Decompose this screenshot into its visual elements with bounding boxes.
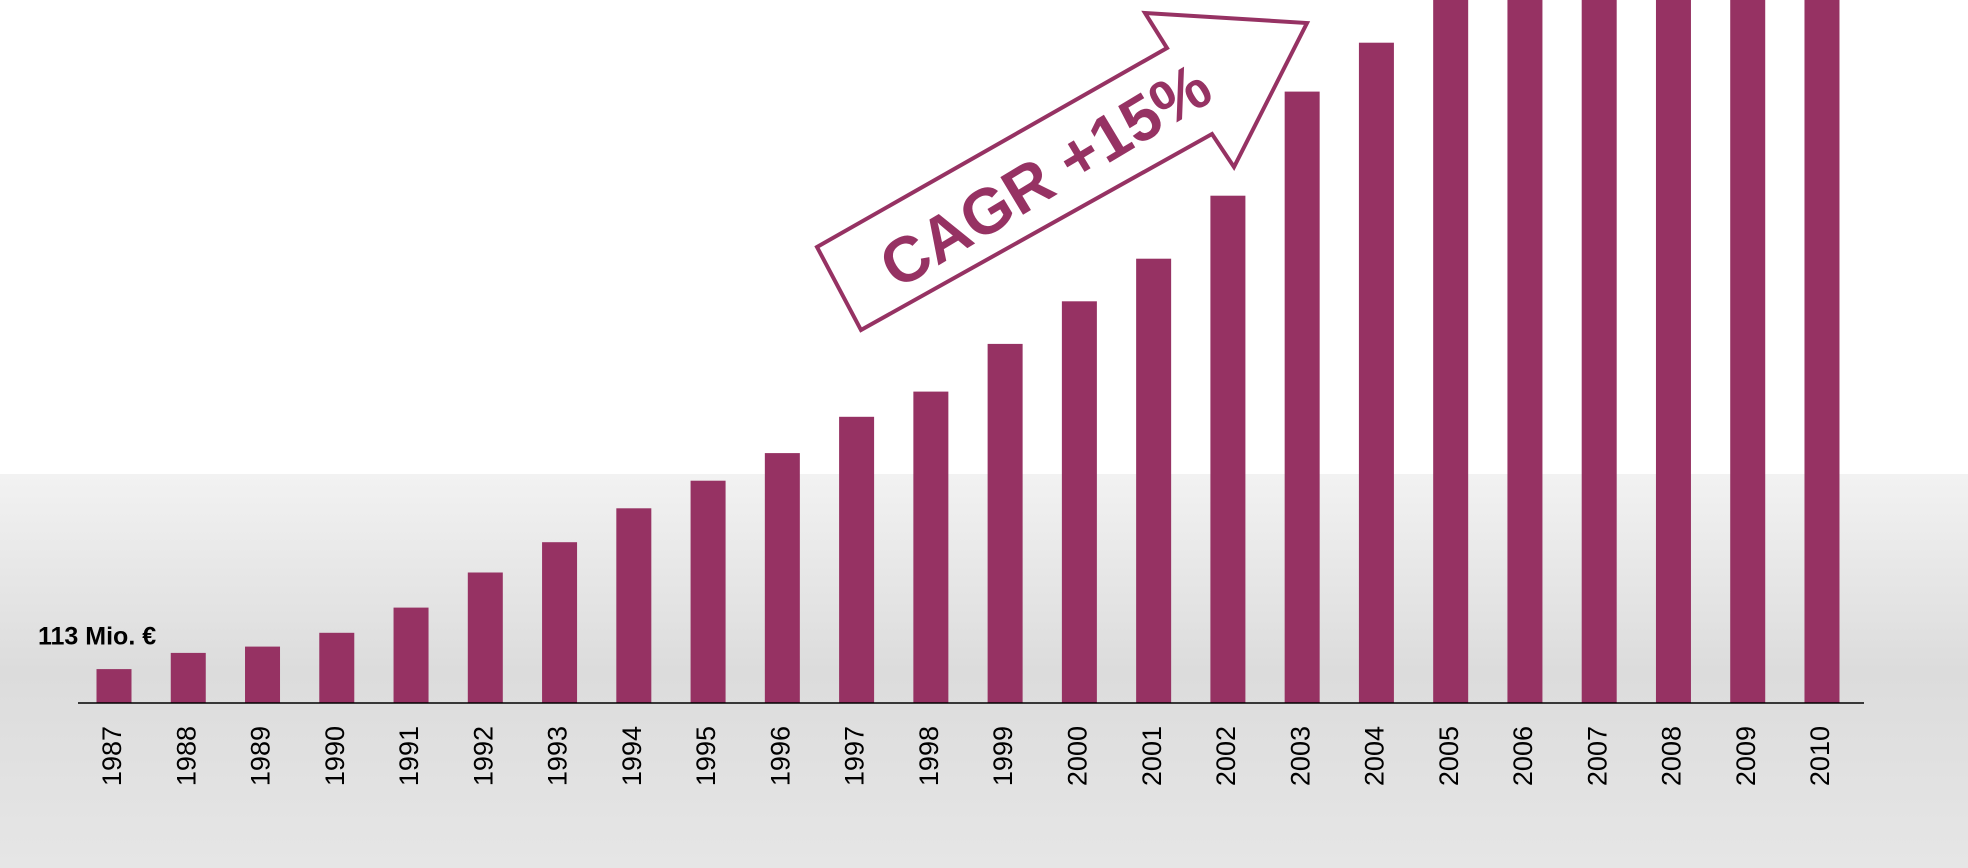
bar bbox=[839, 417, 874, 703]
bar bbox=[691, 481, 726, 703]
bar bbox=[542, 542, 577, 703]
bar bbox=[319, 633, 354, 703]
bar bbox=[1062, 301, 1097, 703]
bar bbox=[1507, 0, 1542, 703]
x-tick-label: 2003 bbox=[1285, 726, 1315, 786]
chart: 1987 113 Mio. € 1988 1989 1990 1991 1992 1993 19… bbox=[0, 0, 1968, 868]
bar bbox=[1433, 0, 1468, 703]
x-tick-label: 2008 bbox=[1657, 726, 1687, 786]
bar bbox=[913, 392, 948, 703]
bar bbox=[171, 653, 206, 703]
bar bbox=[1582, 0, 1617, 703]
x-tick-label: 1993 bbox=[543, 726, 573, 786]
x-tick-label: 1989 bbox=[246, 726, 276, 786]
bar bbox=[1210, 196, 1245, 703]
x-tick-label: 2010 bbox=[1805, 726, 1835, 786]
x-tick-label: 2002 bbox=[1211, 726, 1241, 786]
x-tick-label: 1992 bbox=[468, 726, 498, 786]
x-tick-label: 1999 bbox=[988, 726, 1018, 786]
bar bbox=[1136, 259, 1171, 703]
x-tick-label: 2007 bbox=[1582, 726, 1612, 786]
bar bbox=[1656, 0, 1691, 703]
x-tick-label: 1995 bbox=[691, 726, 721, 786]
bar bbox=[1804, 0, 1839, 703]
x-tick-label: 2001 bbox=[1137, 726, 1167, 786]
bar bbox=[616, 508, 651, 703]
bar bbox=[394, 608, 429, 703]
bar bbox=[988, 344, 1023, 703]
x-tick-label: 1996 bbox=[765, 726, 795, 786]
x-tick-label: 1991 bbox=[394, 726, 424, 786]
bar bbox=[765, 453, 800, 703]
bar bbox=[468, 573, 503, 704]
bar bbox=[1359, 43, 1394, 703]
x-tick-label: 1997 bbox=[840, 726, 870, 786]
bar bbox=[1285, 92, 1320, 703]
x-tick-label: 2005 bbox=[1434, 726, 1464, 786]
bar bbox=[245, 647, 280, 703]
x-tick-label: 2004 bbox=[1360, 726, 1390, 786]
x-tick-label: 2000 bbox=[1063, 726, 1093, 786]
x-tick-label: 1987 bbox=[97, 726, 127, 786]
value-label: 113 Mio. € bbox=[38, 623, 156, 651]
bar bbox=[97, 669, 132, 703]
x-tick-label: 2006 bbox=[1508, 726, 1538, 786]
bar bbox=[1730, 0, 1765, 703]
x-tick-label: 2009 bbox=[1731, 726, 1761, 786]
x-tick-label: 1988 bbox=[171, 726, 201, 786]
x-tick-label: 1990 bbox=[320, 726, 350, 786]
x-tick-label: 1998 bbox=[914, 726, 944, 786]
x-tick-label: 1994 bbox=[617, 726, 647, 786]
